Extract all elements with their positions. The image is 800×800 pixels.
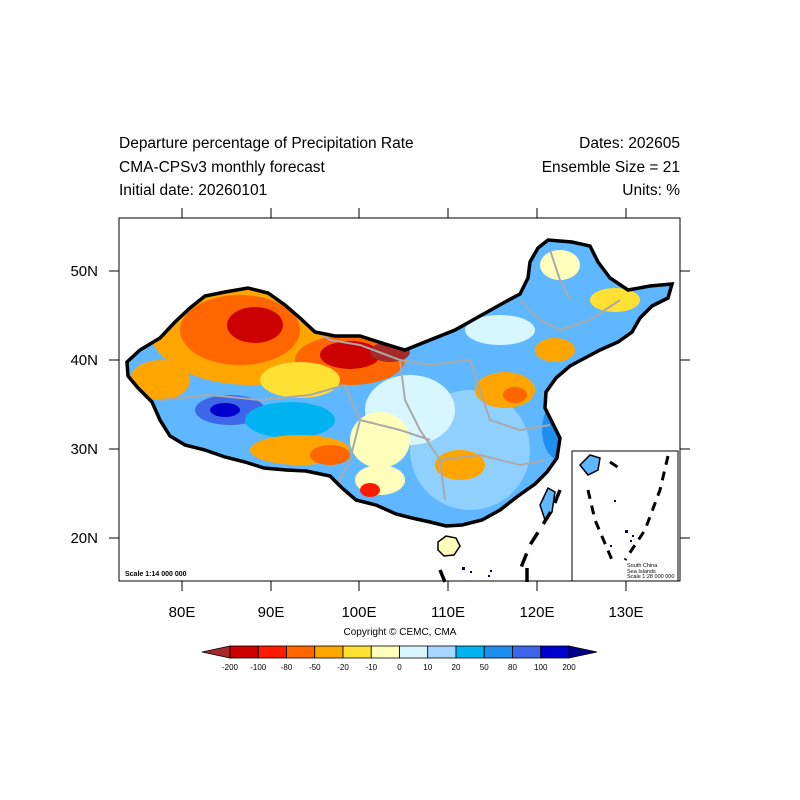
colorbar-label: -80: [281, 663, 293, 672]
colorbar-swatch: [370, 645, 400, 659]
colorbar-swatch: [483, 645, 513, 659]
colorbar-label: 20: [452, 663, 461, 672]
lon-tick-100e: 100E: [341, 604, 376, 621]
colorbar-label: 200: [562, 663, 576, 672]
small-islands: [462, 567, 492, 577]
lon-tick-80e: 80E: [169, 604, 196, 621]
colorbar-swatch: [427, 645, 457, 659]
lon-tick-90e: 90E: [258, 604, 285, 621]
inset-line2: Sea Islands: [627, 569, 656, 575]
ensemble-size: Ensemble Size = 21: [541, 159, 680, 176]
colorbar-max-arrow: [568, 645, 598, 659]
lon-tick-120e: 120E: [519, 604, 554, 621]
colorbar-swatch: [455, 645, 485, 659]
colorbar-label: -20: [337, 663, 349, 672]
colorbar-label: -50: [309, 663, 321, 672]
model-name: CMA-CPSv3 monthly forecast: [119, 159, 325, 176]
lat-tick-20n: 20N: [70, 530, 98, 547]
forecast-dates: Dates: 202605: [579, 135, 680, 152]
colorbar-label: -200: [222, 663, 239, 672]
colorbar-label: -10: [365, 663, 377, 672]
province-borders: [159, 249, 621, 501]
axis-ticks: [109, 208, 690, 591]
maritime-boundary: [438, 489, 562, 583]
inset-line1: South China: [627, 563, 658, 569]
inset-scale: Scale 1:28 000 000: [627, 574, 674, 580]
colorbar-swatch: [286, 645, 316, 659]
colorbar-min-arrow: [201, 645, 231, 659]
colorbar-label: 50: [480, 663, 489, 672]
map-scale: Scale 1:14 000 000: [125, 571, 187, 578]
colorbar-swatch: [399, 645, 429, 659]
lat-tick-30n: 30N: [70, 441, 98, 458]
lon-tick-110e: 110E: [431, 604, 465, 621]
colorbar-swatch: [342, 645, 372, 659]
lat-tick-50n: 50N: [70, 263, 98, 280]
lat-tick-40n: 40N: [70, 352, 98, 369]
hainan-island: [437, 535, 461, 557]
colorbar-label: -100: [250, 663, 267, 672]
colorbar-swatch: [314, 645, 344, 659]
colorbar-swatch: [229, 645, 259, 659]
map-title: Departure percentage of Precipitation Ra…: [119, 135, 414, 152]
colorbar-label: 0: [397, 663, 402, 672]
inset-map: South China Sea Islands Scale 1:28 000 0…: [571, 450, 679, 582]
lon-tick-130e: 130E: [608, 604, 643, 621]
colorbar: -200 -100 -80 -50 -20 -10 0 10 20 50 80 100 200: [201, 645, 598, 672]
copyright-notice: Copyright © CEMC, CMA: [343, 627, 457, 638]
colorbar-label: 10: [423, 663, 432, 672]
units-label: Units: %: [622, 182, 680, 199]
initial-date: Initial date: 20260101: [119, 182, 268, 199]
colorbar-label: 80: [508, 663, 517, 672]
colorbar-label: 100: [534, 663, 548, 672]
colorbar-swatch: [540, 645, 570, 659]
colorbar-swatch: [512, 645, 542, 659]
colorbar-swatch: [257, 645, 287, 659]
